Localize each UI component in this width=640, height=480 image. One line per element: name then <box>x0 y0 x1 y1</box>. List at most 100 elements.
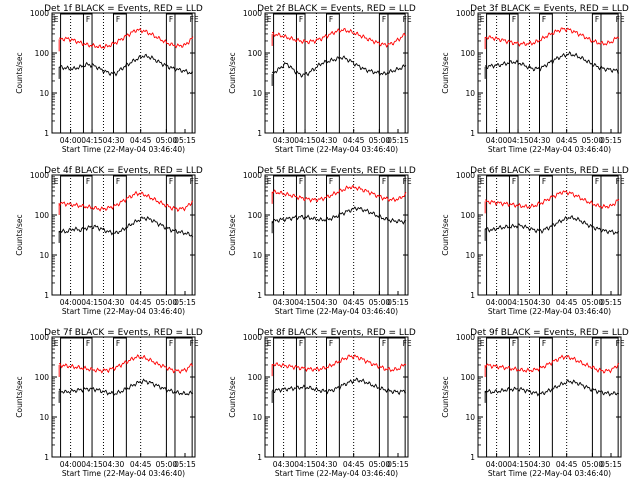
events-series-line <box>58 378 194 396</box>
events-series-line <box>484 379 620 397</box>
detector-panel-8: Det 8f BLACK = Events, RED = LLD 1 10 100 10… <box>228 328 416 478</box>
y-tick-label: 1 <box>470 129 475 138</box>
x-tick-label: 05:00 <box>369 460 391 469</box>
x-axis-label: Start Time (22-May-04 03:46:40) <box>62 307 185 316</box>
plot-frame <box>51 336 196 458</box>
plot-frame <box>264 174 409 296</box>
y-tick-label: 1000 <box>456 171 475 180</box>
y-tick-label: 10 <box>465 251 475 260</box>
interval-marker-label: FE <box>190 15 199 24</box>
y-axis-label: Counts/sec <box>15 376 24 417</box>
x-tick-label: 05:00 <box>156 460 178 469</box>
y-tick-label: 1 <box>44 129 49 138</box>
x-tick-label: 05:15 <box>174 298 196 307</box>
y-tick-label: 1 <box>470 291 475 300</box>
detector-panel-6: Det 6f BLACK = Events, RED = LLD 1 10 100 10… <box>441 166 629 316</box>
x-tick-label: 05:15 <box>387 298 409 307</box>
interval-marker-label: FE <box>190 177 199 186</box>
plot-title: Det 3f BLACK = Events, RED = LLD <box>470 4 629 14</box>
y-tick-label: 10 <box>465 413 475 422</box>
plot-title: Det 9f BLACK = Events, RED = LLD <box>470 328 629 338</box>
interval-marker-label: F <box>116 15 120 24</box>
interval-marker-label: F <box>329 177 333 186</box>
y-tick-label: 1000 <box>30 171 49 180</box>
x-tick-label: 04:45 <box>130 136 152 145</box>
x-tick-label: 04:15 <box>81 460 103 469</box>
events-series-line <box>272 377 407 396</box>
y-tick-label: 1 <box>257 291 262 300</box>
plot-title: Det 1f BLACK = Events, RED = LLD <box>44 4 203 14</box>
interval-marker-label: F <box>169 15 173 24</box>
x-tick-label: 04:00 <box>486 298 508 307</box>
detector-panel-2: Det 2f BLACK = Events, RED = LLD 1 10 100 10… <box>228 4 416 154</box>
x-tick-label: 05:00 <box>582 136 604 145</box>
y-tick-label: 100 <box>248 49 263 58</box>
lld-series-line <box>484 354 620 374</box>
y-tick-label: 1000 <box>456 333 475 342</box>
x-tick-label: 05:15 <box>387 460 409 469</box>
x-tick-label: 05:00 <box>582 460 604 469</box>
plot-title: Det 4f BLACK = Events, RED = LLD <box>44 166 203 176</box>
interval-marker-label: E <box>267 177 272 186</box>
interval-marker-label: E <box>267 15 272 24</box>
interval-marker-label: F <box>382 15 386 24</box>
x-tick-label: 05:00 <box>369 136 391 145</box>
y-tick-label: 1 <box>470 453 475 462</box>
x-tick-label: 05:15 <box>600 460 622 469</box>
y-tick-label: 1 <box>44 291 49 300</box>
y-tick-label: 100 <box>248 211 263 220</box>
y-tick-label: 10 <box>465 89 475 98</box>
interval-marker-label: F <box>299 177 303 186</box>
interval-marker-label: F <box>542 15 546 24</box>
y-tick-label: 1000 <box>456 9 475 18</box>
y-axis-label: Counts/sec <box>441 376 450 417</box>
plot-title: Det 8f BLACK = Events, RED = LLD <box>257 328 416 338</box>
interval-marker-label: F <box>299 339 303 348</box>
interval-marker-label: FE <box>190 339 199 348</box>
y-axis-label: Counts/sec <box>15 214 24 255</box>
interval-marker-label: F <box>86 177 90 186</box>
x-axis-label: Start Time (22-May-04 03:46:40) <box>275 469 398 478</box>
y-tick-label: 1000 <box>30 9 49 18</box>
x-tick-label: 05:15 <box>174 460 196 469</box>
x-tick-label: 05:15 <box>600 298 622 307</box>
x-tick-label: 04:45 <box>343 460 365 469</box>
interval-marker-label: F <box>595 177 599 186</box>
y-tick-label: 1 <box>44 453 49 462</box>
x-tick-label: 04:00 <box>60 460 82 469</box>
y-tick-label: 1 <box>257 129 262 138</box>
y-axis-label: Counts/sec <box>228 214 237 255</box>
x-tick-label: 04:30 <box>273 136 295 145</box>
x-tick-label: 04:45 <box>556 298 578 307</box>
interval-marker-label: E <box>54 339 59 348</box>
interval-marker-label: F <box>542 339 546 348</box>
interval-marker-label: F <box>116 177 120 186</box>
interval-marker-label: F <box>169 339 173 348</box>
x-tick-label: 05:15 <box>387 136 409 145</box>
x-tick-label: 04:30 <box>316 136 338 145</box>
y-axis-label: Counts/sec <box>228 52 237 93</box>
y-axis-label: Counts/sec <box>441 52 450 93</box>
interval-marker-label: F <box>86 15 90 24</box>
x-tick-label: 04:45 <box>343 298 365 307</box>
x-tick-label: 04:30 <box>316 460 338 469</box>
plot-title: Det 6f BLACK = Events, RED = LLD <box>470 166 629 176</box>
plot-frame <box>264 12 409 134</box>
interval-marker-label: F <box>299 15 303 24</box>
x-tick-label: 04:00 <box>60 298 82 307</box>
detector-panel-1: Det 1f BLACK = Events, RED = LLD 1 10 100 10… <box>15 4 203 154</box>
y-tick-label: 10 <box>39 89 49 98</box>
y-tick-label: 10 <box>252 251 262 260</box>
x-tick-label: 04:30 <box>529 460 551 469</box>
events-series-line <box>58 53 194 77</box>
events-series-line <box>271 206 407 225</box>
x-axis-label: Start Time (22-May-04 03:46:40) <box>275 145 398 154</box>
x-tick-label: 05:00 <box>156 136 178 145</box>
y-tick-label: 100 <box>35 211 50 220</box>
plot-title: Det 7f BLACK = Events, RED = LLD <box>44 328 203 338</box>
y-tick-label: 1000 <box>243 333 262 342</box>
x-tick-label: 04:30 <box>103 298 125 307</box>
y-tick-label: 1000 <box>243 9 262 18</box>
interval-marker-label: F <box>512 15 516 24</box>
y-axis-label: Counts/sec <box>441 214 450 255</box>
